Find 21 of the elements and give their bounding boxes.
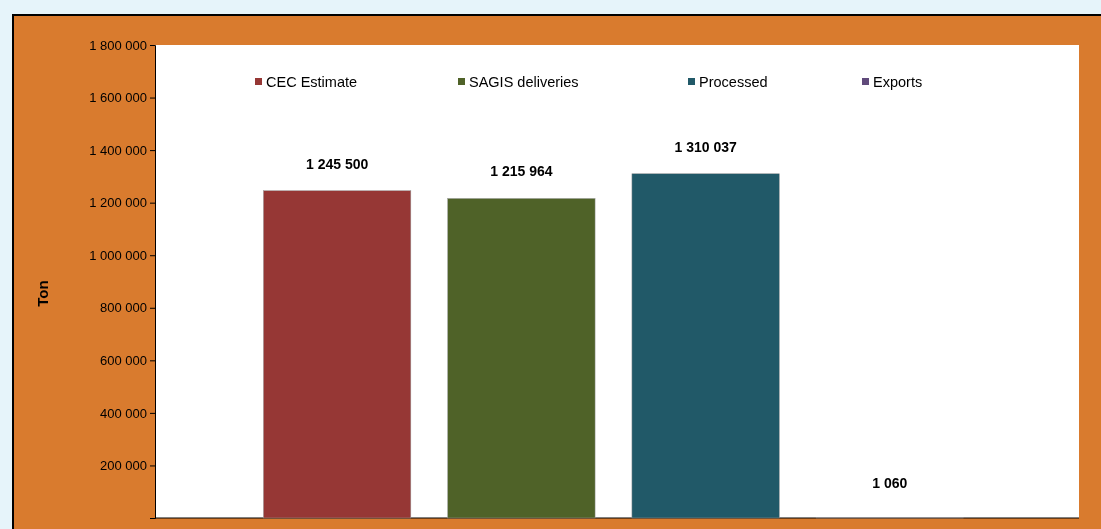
legend-label: Processed bbox=[699, 74, 768, 90]
y-tick-label: 400 000 bbox=[100, 405, 147, 421]
bar bbox=[263, 190, 412, 519]
legend-label: SAGIS deliveries bbox=[469, 74, 579, 90]
y-axis-title: Ton bbox=[34, 280, 51, 307]
legend-label: CEC Estimate bbox=[266, 74, 358, 90]
y-tick-label: 1 800 000 bbox=[89, 37, 147, 53]
data-label: 1 310 037 bbox=[674, 138, 737, 155]
y-tick-label: 1 200 000 bbox=[89, 195, 147, 211]
data-label: 1 245 500 bbox=[305, 155, 369, 172]
y-tick-label: 800 000 bbox=[100, 300, 147, 316]
y-tick-label: 600 000 bbox=[100, 352, 147, 368]
y-tick-label: 1 000 000 bbox=[89, 247, 147, 263]
legend-label: Exports bbox=[873, 74, 923, 90]
data-label: 1 215 964 bbox=[490, 163, 553, 180]
y-tick-label: 1 600 000 bbox=[89, 90, 147, 106]
y-tick-label: 1 400 000 bbox=[89, 142, 147, 158]
y-tick-label: 200 000 bbox=[100, 458, 147, 474]
bar bbox=[631, 173, 780, 519]
bar bbox=[447, 198, 596, 519]
data-label: 1 060 bbox=[872, 475, 908, 491]
